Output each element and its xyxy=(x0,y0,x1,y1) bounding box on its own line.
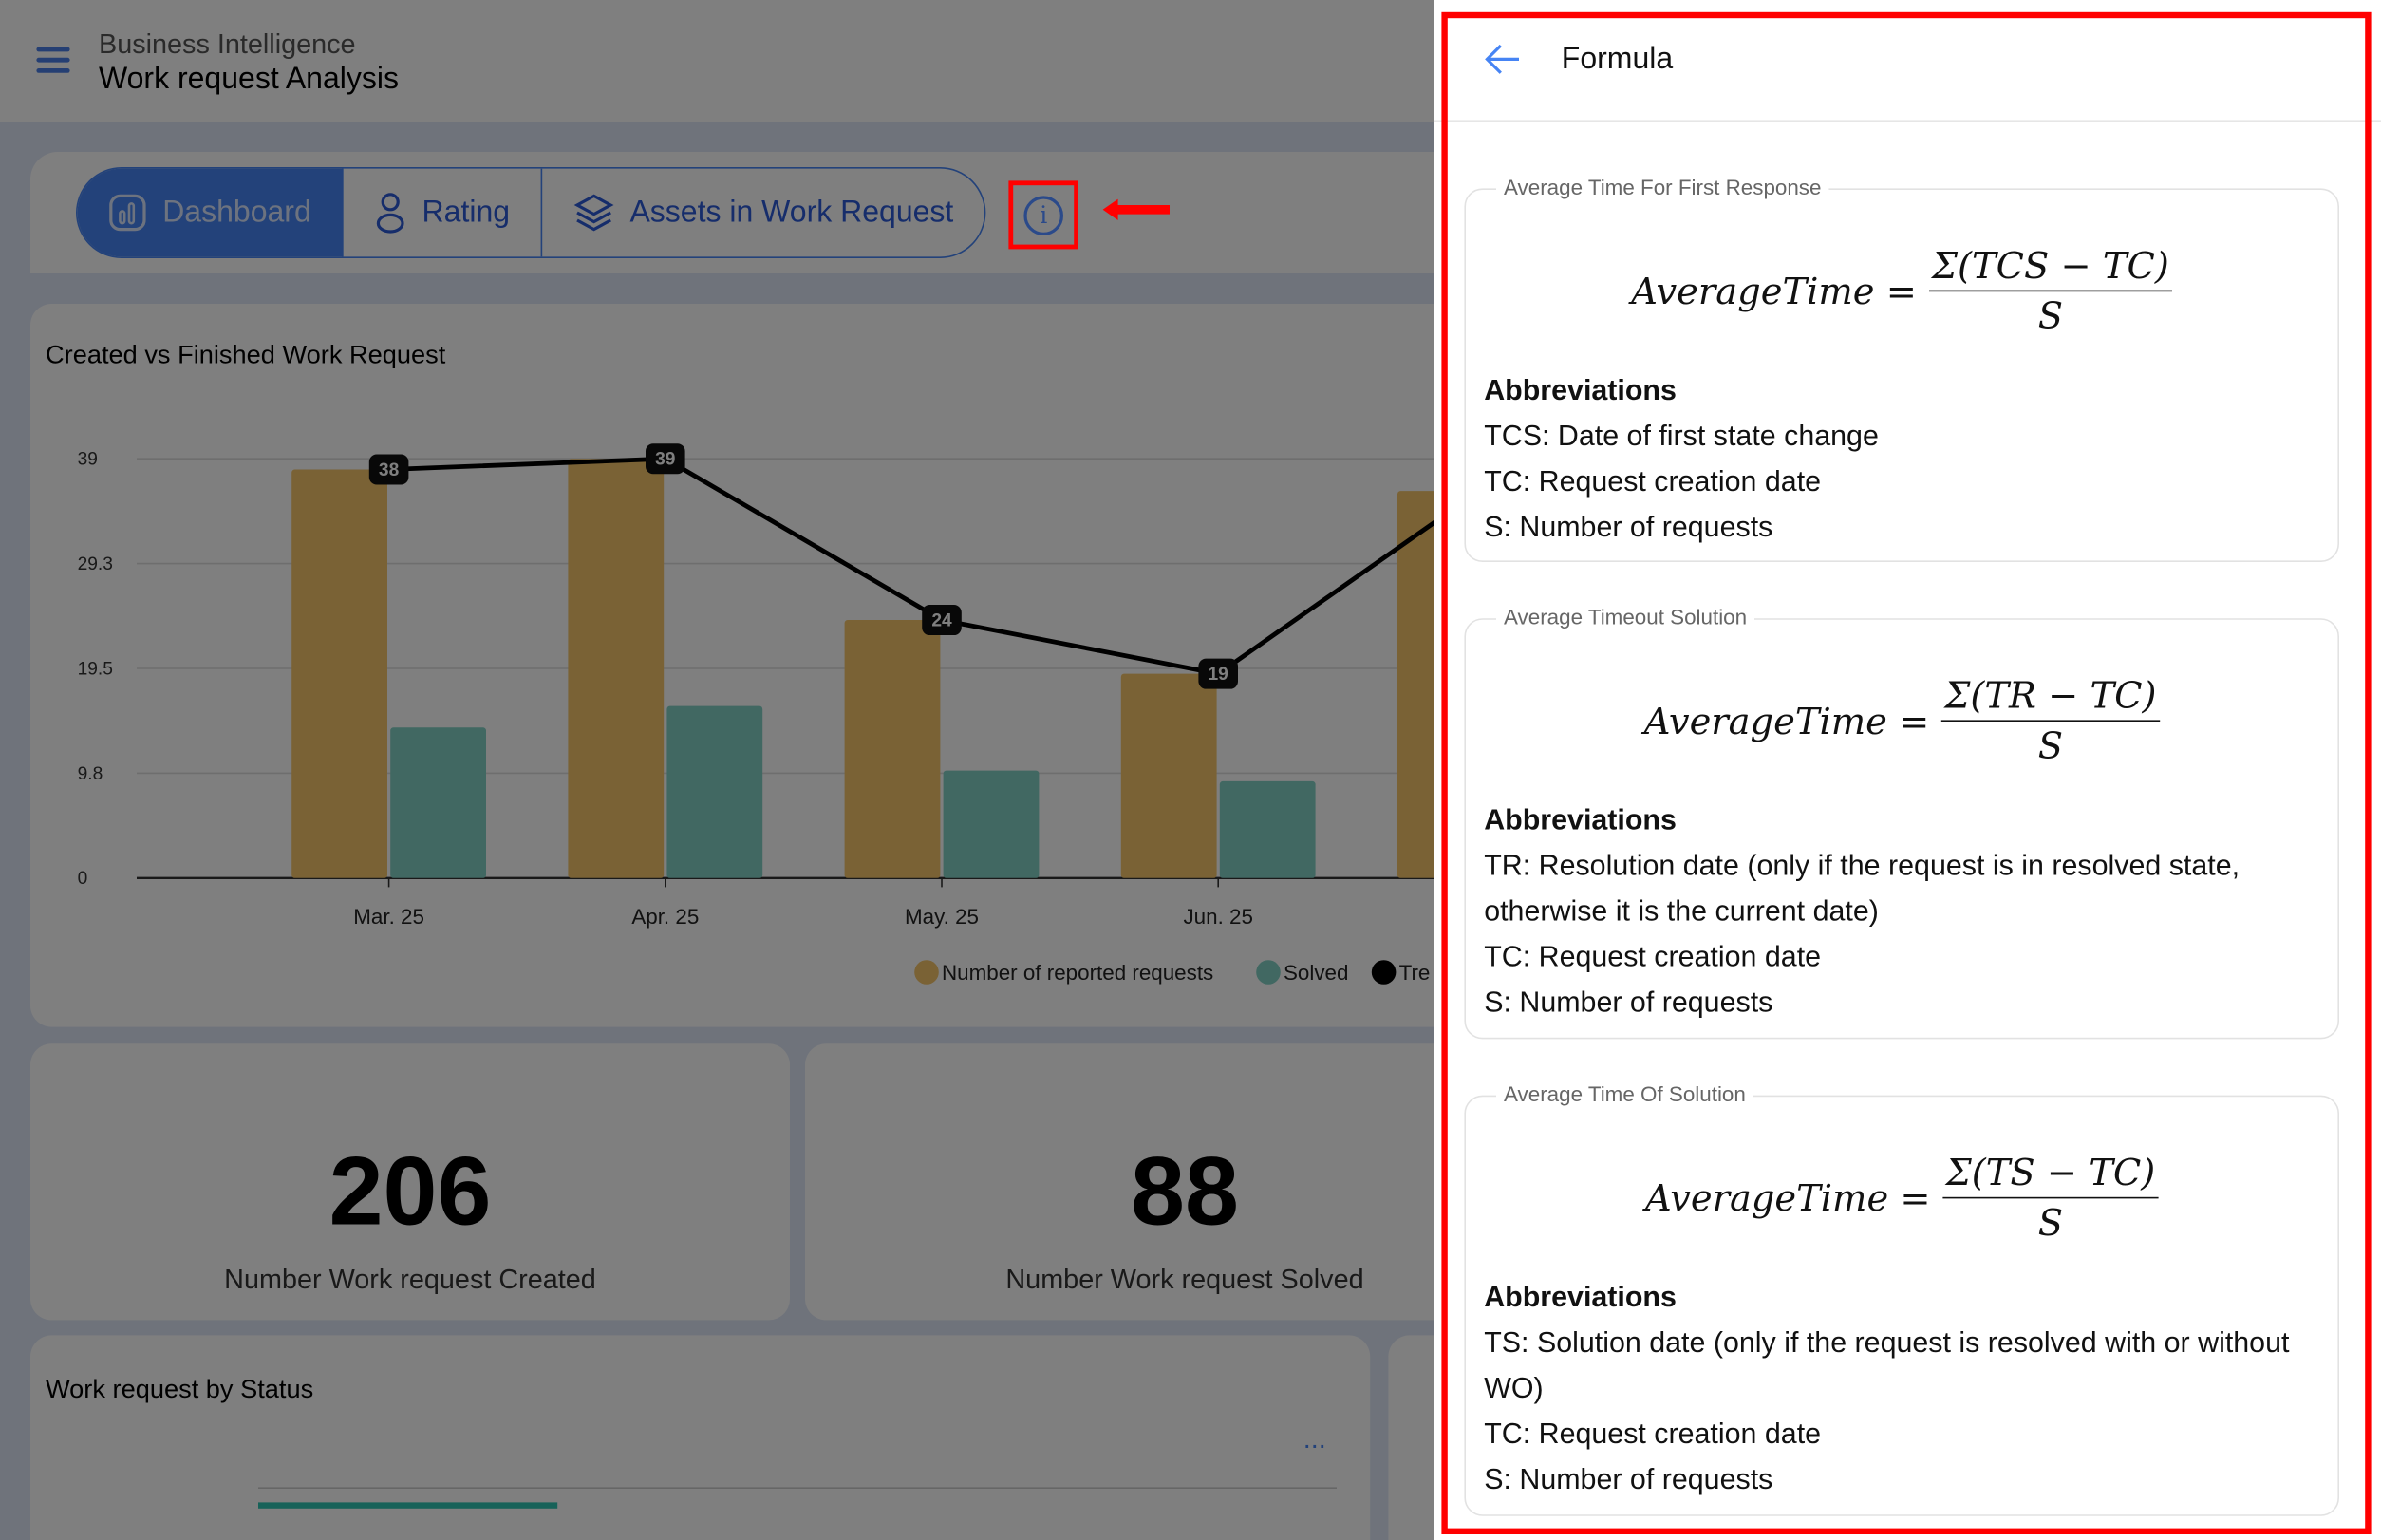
panel-title: Formula xyxy=(1561,42,1674,76)
panel-header: Formula xyxy=(1434,0,2381,122)
section-legend: Average Time For First Response xyxy=(1496,175,1829,199)
formula-lhs: AverageTime = xyxy=(1631,270,1917,312)
formula-lhs: AverageTime = xyxy=(1643,699,1930,742)
info-button[interactable]: i xyxy=(1008,180,1078,250)
section-legend: Average Timeout Solution xyxy=(1496,604,1755,629)
abbreviation-item: TC: Request creation date xyxy=(1484,1418,1822,1451)
formula: AverageTime = Σ(TS − TC) S xyxy=(1466,1152,2337,1245)
formula: AverageTime = Σ(TCS − TC) S xyxy=(1466,245,2337,338)
formula-lhs: AverageTime = xyxy=(1645,1176,1931,1219)
abbreviation-item: TR: Resolution date (only if the request… xyxy=(1484,851,2240,929)
formula-denominator: S xyxy=(2037,724,2064,767)
section-legend: Average Time Of Solution xyxy=(1496,1081,1753,1106)
abbreviation-item: TC: Request creation date xyxy=(1484,466,1822,498)
formula-section: Average Timeout Solution AverageTime = Σ… xyxy=(1464,604,2339,1040)
formula-numerator: Σ(TCS − TC) xyxy=(1928,245,2173,292)
abbreviation-item: S: Number of requests xyxy=(1484,512,1773,544)
abbreviation-item: S: Number of requests xyxy=(1484,987,1773,1020)
abbreviation-item: S: Number of requests xyxy=(1484,1464,1773,1496)
dashboard: Business Intelligence Work request Analy… xyxy=(0,0,1434,1540)
info-icon: i xyxy=(1023,195,1063,235)
formula-section: Average Time For First Response AverageT… xyxy=(1464,175,2339,562)
abbreviation-item: TC: Request creation date xyxy=(1484,942,1822,974)
formula: AverageTime = Σ(TR − TC) S xyxy=(1466,674,2337,767)
abbreviations-heading: Abbreviations xyxy=(1484,375,1677,407)
formula-panel: Formula Average Time For First Response … xyxy=(1434,0,2381,1540)
formula-denominator: S xyxy=(2037,294,2064,338)
abbreviation-item: TCS: Date of first state change xyxy=(1484,421,1879,453)
formula-section: Average Time Of Solution AverageTime = Σ… xyxy=(1464,1081,2339,1516)
abbreviations-heading: Abbreviations xyxy=(1484,805,1677,837)
formula-denominator: S xyxy=(2037,1201,2064,1245)
modal-backdrop[interactable] xyxy=(0,0,1434,1540)
formula-numerator: Σ(TS − TC) xyxy=(1942,1152,2159,1199)
abbreviation-item: TS: Solution date (only if the request i… xyxy=(1484,1327,2290,1405)
back-arrow-icon[interactable] xyxy=(1483,40,1523,80)
arrow-left-annotation-icon xyxy=(1102,198,1170,220)
abbreviations-heading: Abbreviations xyxy=(1484,1282,1677,1314)
formula-numerator: Σ(TR − TC) xyxy=(1941,674,2160,722)
